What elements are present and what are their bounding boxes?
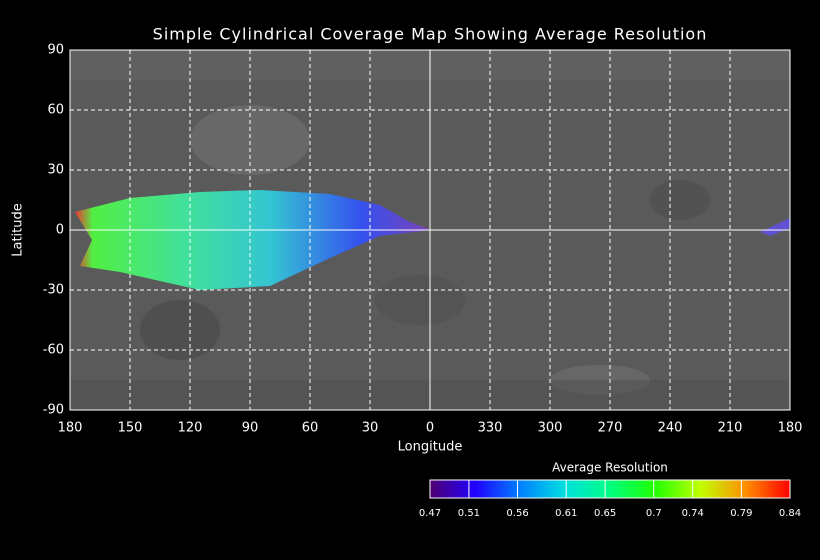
x-tick-label: 180: [778, 421, 803, 436]
x-tick-label: 0: [426, 421, 434, 436]
x-tick-label: 150: [118, 421, 143, 436]
x-tick-label: 120: [178, 421, 203, 436]
colorbar-tick-label: 0.61: [555, 508, 577, 519]
x-tick-label: 90: [242, 421, 259, 436]
colorbar-tick-label: 0.65: [594, 508, 616, 519]
colorbar-tick-label: 0.51: [458, 508, 480, 519]
x-axis-label: Longitude: [398, 440, 463, 455]
x-tick-label: 240: [658, 421, 683, 436]
colorbar-tick-label: 0.79: [730, 508, 752, 519]
y-tick-label: 90: [47, 43, 64, 58]
x-tick-label: 210: [718, 421, 743, 436]
x-tick-label: 300: [538, 421, 563, 436]
x-tick-label: 30: [362, 421, 379, 436]
colorbar-tick-label: 0.56: [506, 508, 528, 519]
colorbar-tick-label: 0.47: [419, 508, 441, 519]
x-tick-label: 330: [478, 421, 503, 436]
y-tick-label: -90: [43, 403, 64, 418]
coverage: [760, 218, 790, 236]
colorbar-tick-label: 0.7: [646, 508, 662, 519]
colorbar: [429, 479, 791, 499]
colorbar-tick-label: 0.74: [682, 508, 704, 519]
y-tick-label: -60: [43, 343, 64, 358]
x-tick-label: 60: [302, 421, 319, 436]
y-tick-label: 30: [47, 163, 64, 178]
plot-frame: [69, 49, 791, 411]
y-tick-label: 0: [56, 223, 64, 238]
colorbar-tick-label: 0.84: [779, 508, 801, 519]
chart-title: Simple Cylindrical Coverage Map Showing …: [153, 25, 708, 44]
x-tick-label: 180: [58, 421, 83, 436]
y-tick-label: -30: [43, 283, 64, 298]
colorbar-title: Average Resolution: [552, 461, 668, 475]
coverage: [75, 190, 432, 290]
x-tick-label: 270: [598, 421, 623, 436]
y-axis-label: Latitude: [11, 203, 26, 257]
y-tick-label: 60: [47, 103, 64, 118]
